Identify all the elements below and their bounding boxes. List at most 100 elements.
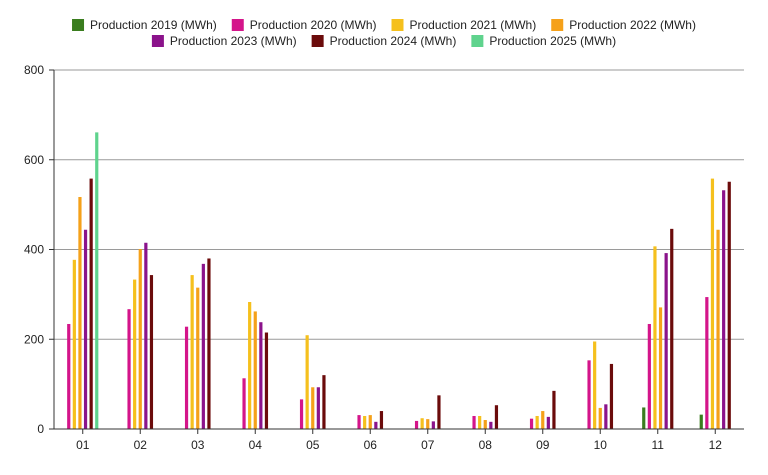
x-tick-label: 05 <box>306 438 320 452</box>
y-tick-label: 800 <box>24 63 44 77</box>
legend-label: Production 2020 (MWh) <box>250 18 377 32</box>
legend-item[interactable]: Production 2020 (MWh) <box>231 18 377 32</box>
legend-swatch <box>151 35 164 47</box>
bar-05-series-5 <box>322 375 326 429</box>
bar-02-series-4 <box>144 242 148 429</box>
bar-10-series-1 <box>587 360 591 429</box>
legend-swatch <box>471 35 484 47</box>
bar-02-series-3 <box>138 249 142 429</box>
bar-05-series-2 <box>305 335 309 429</box>
y-tick-label: 200 <box>24 332 44 346</box>
x-tick-label: 06 <box>364 438 378 452</box>
legend-item[interactable]: Production 2019 (MWh) <box>72 18 217 32</box>
bar-07-series-3 <box>426 419 430 429</box>
bar-03-series-1 <box>184 326 189 429</box>
bar-01-series-5 <box>89 178 93 429</box>
bar-02-series-5 <box>149 275 154 429</box>
bar-01-series-3 <box>78 197 82 429</box>
bar-06-series-4 <box>374 421 378 429</box>
bar-09-series-1 <box>529 418 534 429</box>
legend-label: Production 2024 (MWh) <box>330 34 457 48</box>
bar-12-series-5 <box>727 181 731 429</box>
y-tick-label: 400 <box>24 243 44 257</box>
bar-11-series-5 <box>670 228 674 429</box>
bar-07-series-5 <box>437 395 441 429</box>
x-tick-label: 03 <box>191 438 205 452</box>
bar-04-series-3 <box>253 311 257 429</box>
gridlines <box>54 69 744 340</box>
bar-09-series-4 <box>546 416 550 429</box>
bar-04-series-1 <box>242 378 246 429</box>
bar-08-series-3 <box>483 420 487 429</box>
legend-label: Production 2022 (MWh) <box>569 18 696 32</box>
bar-06-series-2 <box>363 415 367 429</box>
bar-02-series-1 <box>127 309 131 429</box>
legend-item[interactable]: Production 2021 (MWh) <box>391 18 537 32</box>
bar-07-series-4 <box>431 421 435 429</box>
bar-03-series-2 <box>190 275 194 429</box>
bar-11-series-1 <box>647 323 651 429</box>
bar-10-series-4 <box>604 404 608 429</box>
bar-11-series-4 <box>664 253 668 429</box>
bar-09-series-5 <box>552 390 556 429</box>
bar-08-series-2 <box>478 415 482 429</box>
legend-label: Production 2019 (MWh) <box>90 18 217 32</box>
bar-05-series-3 <box>311 387 315 429</box>
legend-item[interactable]: Production 2024 (MWh) <box>311 34 457 48</box>
legend-label: Production 2023 (MWh) <box>170 34 297 48</box>
legend-swatch <box>72 19 85 31</box>
bar-11-series-2 <box>653 246 657 429</box>
bar-12-series-0 <box>699 414 703 429</box>
y-tick-label: 0 <box>37 422 44 436</box>
bar-05-series-4 <box>316 387 320 429</box>
legend-item[interactable]: Production 2022 (MWh) <box>551 18 696 32</box>
y-tick-label: 600 <box>24 153 44 167</box>
bar-08-series-5 <box>494 405 499 429</box>
bar-12-series-2 <box>710 178 715 429</box>
x-tick-label: 09 <box>536 438 550 452</box>
bar-01-series-2 <box>72 259 76 429</box>
bar-04-series-5 <box>264 332 269 429</box>
bar-05-series-1 <box>299 399 304 429</box>
x-tick-label: 10 <box>594 438 608 452</box>
bar-11-series-0 <box>642 407 646 429</box>
bar-03-series-4 <box>201 263 205 429</box>
bars <box>67 132 731 429</box>
axes: 0 200 400 600 800 01 02 03 04 05 06 07 08 09 10 11 12 <box>24 63 744 452</box>
x-tick-label: 01 <box>76 438 90 452</box>
bar-08-series-4 <box>489 421 493 429</box>
bar-10-series-2 <box>593 341 597 429</box>
x-tick-label: 12 <box>709 438 723 452</box>
legend-item[interactable]: Production 2023 (MWh) <box>151 34 297 48</box>
bar-07-series-1 <box>414 420 419 429</box>
legend-swatch <box>551 19 564 31</box>
bar-01-series-6 <box>95 132 99 429</box>
bar-11-series-3 <box>658 307 663 429</box>
x-tick-label: 11 <box>652 438 665 452</box>
legend-label: Production 2021 (MWh) <box>410 18 537 32</box>
bar-09-series-2 <box>535 415 539 429</box>
bar-10-series-5 <box>609 363 614 429</box>
legend-swatch <box>391 19 404 31</box>
bar-02-series-2 <box>133 279 137 429</box>
x-tick-label: 08 <box>479 438 493 452</box>
legend-swatch <box>311 35 324 47</box>
bar-12-series-3 <box>716 229 720 429</box>
bar-06-series-5 <box>379 411 384 429</box>
bar-01-series-4 <box>83 229 88 429</box>
bar-12-series-4 <box>722 190 726 429</box>
bar-09-series-3 <box>541 411 545 429</box>
bar-04-series-4 <box>259 322 263 429</box>
bar-10-series-3 <box>598 407 602 429</box>
x-tick-label: 02 <box>134 438 148 452</box>
bar-07-series-2 <box>420 418 424 429</box>
bar-06-series-3 <box>368 415 372 429</box>
bar-06-series-1 <box>357 415 361 429</box>
x-tick-label: 04 <box>249 438 263 452</box>
bar-12-series-1 <box>705 297 709 429</box>
legend: Production 2019 (MWh) Production 2020 (MW… <box>72 18 696 48</box>
legend-swatch <box>231 19 244 31</box>
legend-item[interactable]: Production 2025 (MWh) <box>471 34 616 48</box>
legend-label: Production 2025 (MWh) <box>489 34 616 48</box>
